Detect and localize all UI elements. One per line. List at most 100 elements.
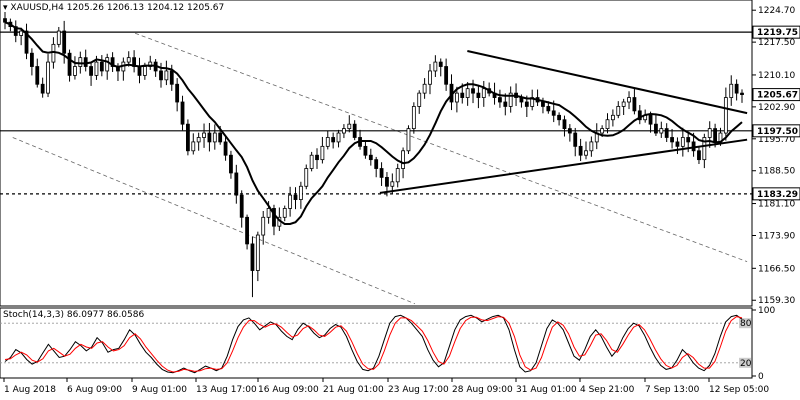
candle-body — [498, 97, 502, 103]
price-axis: 1224.70 1217.50 1210.10 1202.90 1195.70 1188.… — [752, 6, 795, 306]
candle-body — [411, 106, 416, 130]
candle-body — [444, 66, 449, 85]
candle-body — [740, 92, 744, 95]
symbol-label: XAUUSD,H4 — [10, 3, 64, 13]
candle-body — [234, 172, 239, 196]
candle-body — [374, 159, 379, 169]
candle-body — [573, 132, 578, 147]
candle-body — [347, 123, 352, 130]
time-tick-label: 28 Aug 09:00 — [452, 385, 513, 395]
candle-body — [142, 66, 147, 76]
candle-body — [417, 92, 422, 107]
candle-body — [126, 57, 131, 63]
candle-body — [627, 97, 631, 103]
candle-body — [460, 92, 465, 98]
candle-body — [471, 88, 475, 94]
candle-body — [336, 132, 341, 143]
time-axis: 1 Aug 2018 6 Aug 09:00 9 Aug 01:00 13 Aug 1… — [3, 378, 769, 395]
price-tags: 1219.75 1197.50 1183.29 1205.67 — [752, 25, 800, 201]
candle-body — [223, 141, 228, 156]
price-tick-label: 1224.70 — [758, 6, 795, 16]
ma-line — [4, 21, 743, 225]
candle-body — [46, 61, 50, 94]
triangle-lower-line — [379, 138, 748, 194]
stochastic-pane-border — [0, 307, 753, 379]
candle-body — [379, 168, 384, 178]
stoch-level-tag — [739, 318, 751, 329]
candle-body — [422, 83, 427, 94]
candle-body — [659, 128, 664, 134]
candle-body — [508, 92, 513, 107]
candle-body — [315, 154, 319, 161]
candle-body — [589, 141, 594, 152]
price-tick-label: 1166.50 — [758, 264, 795, 274]
candle-body — [664, 128, 669, 138]
level-tag: 1197.50 — [757, 127, 798, 137]
candle-body — [62, 30, 67, 54]
stoch-main-line — [4, 314, 743, 374]
candle-body — [541, 101, 545, 107]
time-tick-label: 23 Aug 17:00 — [388, 385, 449, 395]
candle-body — [29, 52, 34, 67]
trendlines — [379, 50, 748, 194]
price-tick-label: 1173.90 — [758, 231, 795, 241]
time-tick-label: 1 Aug 2018 — [4, 385, 56, 395]
candle-body — [325, 137, 330, 147]
candle-body — [621, 101, 626, 107]
candle-body — [584, 150, 588, 156]
candle-body — [218, 132, 223, 143]
level-tag: 1183.29 — [757, 190, 798, 200]
price-tick-label: 1188.50 — [758, 167, 795, 177]
channel-lines — [12, 32, 748, 305]
stochastic-pane: 80 20 — [0, 307, 753, 379]
time-tick-label: 7 Sep 13:00 — [645, 385, 700, 395]
triangle-down-icon[interactable]: ▾ — [3, 3, 8, 13]
candle-body — [331, 137, 336, 143]
price-tick-label: 1159.30 — [758, 296, 795, 306]
candle-body — [288, 194, 293, 209]
candle-body — [94, 61, 99, 76]
candle-body — [196, 137, 201, 143]
stoch-level-label: 20 — [740, 359, 752, 369]
current-price-tag: 1205.67 — [757, 91, 798, 101]
candle-body — [207, 132, 212, 143]
candle-body — [707, 128, 712, 138]
horizontal-levels — [0, 31, 752, 195]
candle-body — [73, 66, 77, 76]
time-tick-label: 9 Aug 01:00 — [132, 385, 187, 395]
stochastic-header: Stoch(14,3,3) 86.0977 86.0586 — [3, 310, 144, 320]
candle-body — [51, 43, 56, 63]
candle-body — [385, 176, 389, 187]
candle-body — [35, 66, 40, 85]
candle-body — [637, 110, 642, 121]
candle-body — [99, 61, 104, 72]
candle-body — [180, 101, 185, 125]
candle-body — [476, 92, 481, 98]
candle-body — [524, 101, 529, 107]
time-tick-label: 6 Aug 09:00 — [67, 385, 122, 395]
candle-body — [395, 168, 400, 183]
candle-body — [110, 57, 115, 67]
candle-body — [40, 83, 45, 94]
stoch-level-label: 80 — [740, 319, 752, 329]
candle-body — [675, 141, 680, 147]
candle-body — [212, 132, 217, 143]
channel-lower-line — [12, 137, 416, 305]
candle-body — [293, 194, 298, 200]
moving-average — [4, 21, 743, 225]
stoch-level-tag — [739, 357, 751, 368]
candle-body — [67, 52, 72, 76]
candle-body — [670, 137, 674, 143]
candle-body — [304, 168, 309, 187]
level-tag-box — [752, 187, 800, 201]
stochastic-lines — [4, 314, 743, 374]
candle-body — [723, 97, 728, 134]
candle-body — [266, 208, 271, 218]
candle-body — [697, 150, 701, 161]
candle-body — [342, 128, 346, 134]
candle-body — [352, 123, 357, 138]
candle-body — [578, 145, 583, 156]
candle-body — [78, 57, 83, 67]
candle-body — [368, 154, 373, 161]
